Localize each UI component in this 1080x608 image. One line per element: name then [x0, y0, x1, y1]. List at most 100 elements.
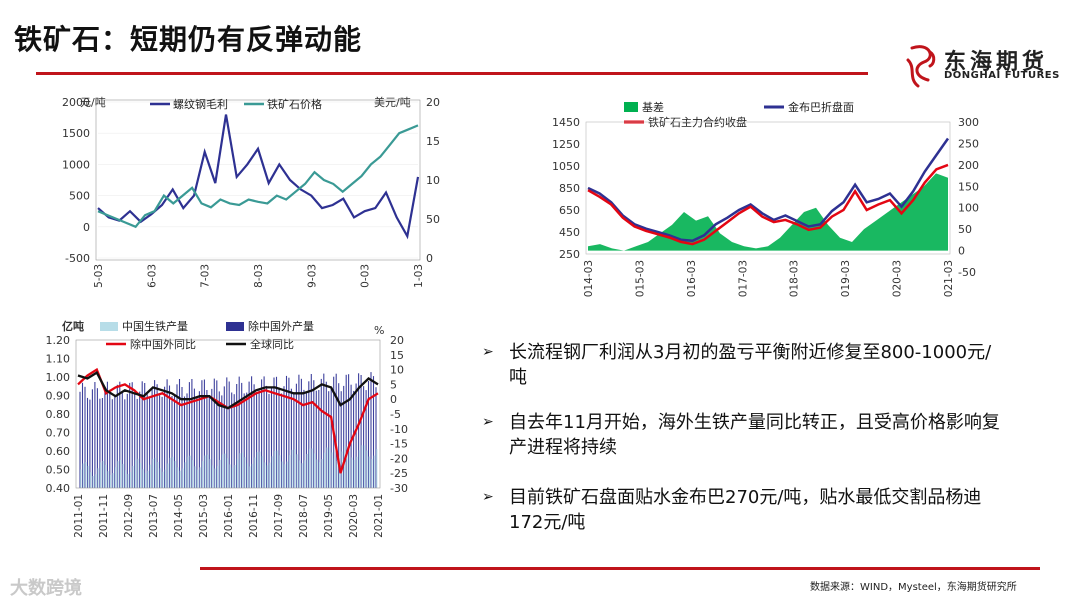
left-axis-ticks: 1.20 1.10 1.00 0.90 0.80 0.70 0.60 0.50 0.40: [46, 334, 71, 495]
left-tick-label: 1050: [552, 160, 580, 173]
x-tick-label: 2014-05: [173, 494, 185, 538]
slide-title: 铁矿石：短期仍有反弹动能: [14, 23, 363, 56]
x-tick-label: 2020-03: [360, 264, 372, 288]
legend-label-kbb: 金布巴折盘面: [788, 100, 854, 114]
x-tick-label: 2015-03: [634, 260, 646, 298]
right-axis-ticks: 200 150 100 50 0: [426, 96, 440, 265]
left-axis-ticks: 1450 1250 1050 850 650 450 250: [552, 116, 580, 261]
left-tick-label: 1250: [552, 138, 580, 151]
left-tick-label: 0.50: [46, 464, 71, 477]
right-tick-label: 10: [390, 364, 404, 377]
right-tick-label: -30: [390, 482, 408, 495]
logo-company-name: 东海期货: [944, 50, 1049, 75]
left-tick-label: 850: [559, 182, 580, 195]
chart-basis-futures: 基差 金布巴折盘面 铁矿石主力合约收盘 14501250105085065045…: [552, 100, 979, 298]
right-tick-label: 100: [426, 174, 440, 187]
chart-pig-iron-output: 亿吨 % 中国生铁产量 除中国外产量 除中国外同比 全球同比 1.201.101…: [46, 319, 408, 538]
right-tick-label: 150: [426, 135, 440, 148]
left-tick-label: 1.10: [46, 353, 71, 366]
series-line-futures: [587, 163, 949, 246]
left-tick-label: 1000: [62, 158, 90, 171]
right-tick-label: 0: [426, 252, 433, 265]
right-tick-label: -10: [390, 423, 408, 436]
x-axis-ticks: 2015-03 2016-03 2017-03 2018-03 2019-03 2020-…: [93, 264, 425, 288]
x-tick-label: 2017-03: [200, 264, 212, 288]
right-tick-label: -5: [390, 408, 401, 421]
series-line-exchina-yoy: [77, 367, 379, 474]
bullet-text: 自去年11月开始，海外生铁产量同比转正，且受高价格影响复产进程将持续: [509, 412, 1000, 458]
legend-label-margin: 螺纹钢毛利: [173, 97, 228, 111]
left-unit-label: 亿吨: [62, 319, 84, 333]
legend-label-exchina: 除中国外产量: [248, 319, 314, 333]
x-tick-label: 2020-03: [892, 260, 904, 298]
x-tick-label: 2016-11: [248, 494, 260, 538]
right-tick-label: 5: [390, 378, 397, 391]
left-tick-label: 500: [69, 190, 90, 203]
bullet-item: ➢ 目前铁矿石盘面贴水金布巴270元/吨，贴水最低交割品杨迪172元/吨: [482, 485, 1002, 535]
bullet-text: 目前铁矿石盘面贴水金布巴270元/吨，贴水最低交割品杨迪172元/吨: [509, 487, 982, 533]
left-tick-label: 2000: [62, 96, 90, 109]
x-tick-label: 2011-11: [98, 494, 110, 538]
x-tick-label: 2021-03: [943, 260, 955, 298]
right-tick-label: -50: [958, 266, 976, 279]
x-tick-label: 2018-03: [789, 260, 801, 298]
x-tick-label: 2020-03: [348, 494, 360, 538]
legend-label-global-yoy: 全球同比: [250, 337, 294, 351]
x-tick-label: 2017-03: [737, 260, 749, 298]
series-line-ore-price: [97, 124, 419, 229]
x-tick-label: 2016-03: [686, 260, 698, 298]
left-tick-label: 250: [559, 248, 580, 261]
left-tick-label: 0.70: [46, 427, 71, 440]
right-tick-label: 50: [958, 223, 972, 236]
right-tick-label: 150: [958, 180, 979, 193]
x-tick-label: 2015-03: [198, 494, 210, 538]
right-tick-label: 20: [390, 334, 404, 347]
bar-series: [79, 372, 378, 488]
right-tick-label: -20: [390, 452, 408, 465]
series-line-global-yoy: [77, 370, 379, 410]
title-divider: [36, 72, 868, 75]
data-source-note: 数据来源：WIND，Mysteel，东海期货研究所: [810, 582, 1017, 593]
left-tick-label: 0: [83, 221, 90, 234]
x-tick-label: 2018-03: [253, 264, 265, 288]
x-tick-label: 2019-03: [306, 264, 318, 288]
legend-label-exchina-yoy: 除中国外同比: [130, 337, 196, 351]
left-tick-label: 1.00: [46, 371, 71, 384]
donghai-logo-icon: [906, 45, 936, 88]
x-tick-label: 2013-07: [148, 494, 160, 538]
right-tick-label: 100: [958, 202, 979, 215]
left-tick-label: 0.90: [46, 390, 71, 403]
right-tick-label: 250: [958, 137, 979, 150]
left-tick-label: 1500: [62, 127, 90, 140]
left-unit-label: 元/吨: [80, 96, 106, 109]
legend-label-ore: 铁矿石价格: [267, 97, 322, 111]
right-tick-label: 50: [426, 213, 440, 226]
plot-frame: [95, 99, 421, 261]
plot-frame: [585, 121, 951, 255]
right-unit-label: %: [374, 324, 384, 337]
right-tick-label: 200: [426, 96, 440, 109]
bullet-arrow-icon: ➢: [482, 414, 494, 430]
x-tick-label: 2019-03: [840, 260, 852, 298]
left-tick-label: 0.60: [46, 445, 71, 458]
bullet-item: ➢ 自去年11月开始，海外生铁产量同比转正，且受高价格影响复产进程将持续: [482, 410, 1002, 460]
x-tick-label: 2016-03: [146, 264, 158, 288]
right-tick-label: 200: [958, 159, 979, 172]
left-tick-label: 1450: [552, 116, 580, 129]
left-tick-label: 1.20: [46, 334, 71, 347]
x-tick-label: 2012-09: [123, 494, 135, 538]
x-tick-label: 2018-07: [298, 494, 310, 538]
series-line-kbb: [587, 137, 950, 243]
right-tick-label: -15: [390, 438, 408, 451]
right-unit-label: 美元/吨: [374, 96, 411, 109]
right-tick-label: -25: [390, 467, 408, 480]
left-tick-label: 450: [559, 226, 580, 239]
legend-swatch-exchina: [226, 322, 244, 331]
chart-margin-ore-price: 元/吨 美元/吨 螺纹钢毛利 铁矿石价格 2000150010005000-50…: [62, 96, 440, 288]
footer-divider: [200, 567, 1040, 570]
right-axis-ticks: 300 250 200 150 100 50 0 -50: [958, 116, 979, 279]
right-tick-label: 300: [958, 116, 979, 129]
x-tick-label: 2015-03: [93, 264, 105, 288]
left-tick-label: -500: [65, 252, 90, 265]
left-tick-label: 650: [559, 204, 580, 217]
